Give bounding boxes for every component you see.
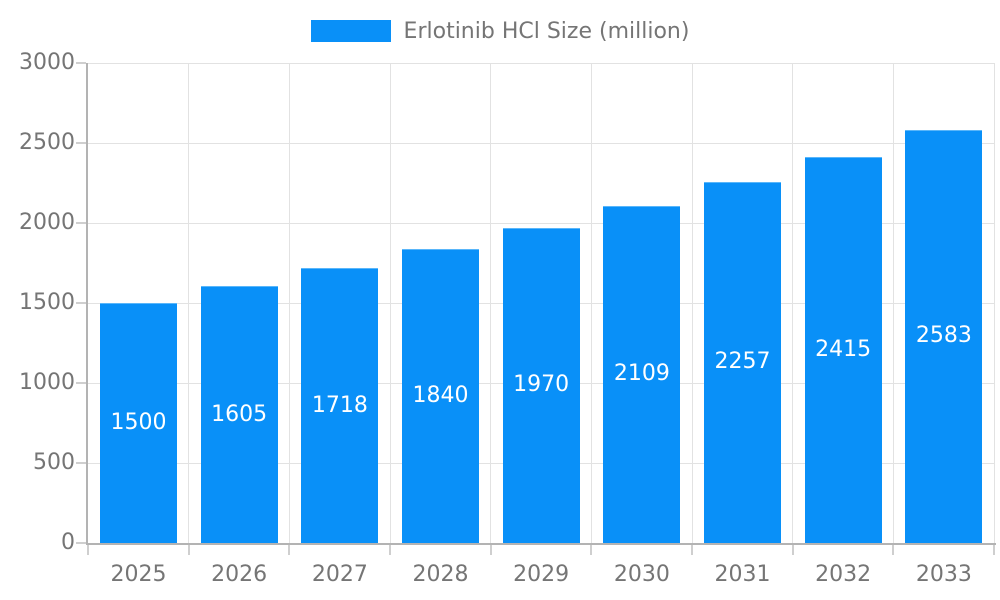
x-gridline	[691, 63, 693, 543]
y-gridline	[88, 222, 994, 224]
x-axis-label: 2030	[613, 562, 670, 587]
bar[interactable]	[401, 248, 479, 543]
x-axis-tick	[590, 545, 593, 555]
y-axis-tick	[76, 142, 86, 144]
bar-value-label: 2257	[714, 349, 771, 375]
bar[interactable]	[703, 181, 781, 543]
y-axis-label: 3000	[19, 50, 75, 75]
x-gridline	[188, 63, 190, 543]
x-axis-label: 2028	[412, 562, 469, 587]
y-axis-tick	[76, 62, 86, 64]
y-gridline	[88, 62, 994, 64]
x-axis-label: 2032	[815, 562, 872, 587]
x-gridline	[490, 63, 492, 543]
y-axis-line	[86, 63, 88, 545]
y-axis-label: 2500	[19, 130, 75, 155]
x-axis-tick	[187, 545, 190, 555]
bar[interactable]	[502, 227, 580, 543]
y-axis-label: 1000	[19, 370, 75, 395]
x-axis-label: 2027	[311, 562, 368, 587]
x-axis-label: 2026	[211, 562, 268, 587]
y-axis-label: 2000	[19, 210, 75, 235]
x-gridline	[288, 63, 290, 543]
x-axis-label: 2031	[714, 562, 771, 587]
legend-swatch-icon	[310, 20, 391, 42]
bar[interactable]	[603, 205, 681, 543]
y-axis-tick	[76, 302, 86, 304]
x-axis-label: 2025	[110, 562, 167, 587]
bar-value-label: 2583	[915, 323, 972, 349]
y-axis-tick	[76, 462, 86, 464]
bar-value-label: 1718	[311, 392, 368, 418]
x-gridline	[590, 63, 592, 543]
x-axis-label: 2029	[513, 562, 570, 587]
y-axis-label: 0	[61, 530, 75, 555]
x-axis-tick	[489, 545, 492, 555]
bar[interactable]	[200, 286, 278, 543]
x-axis-line	[86, 543, 996, 545]
y-axis-tick	[76, 382, 86, 384]
y-axis-label: 1500	[19, 290, 75, 315]
x-axis-tick	[892, 545, 895, 555]
x-axis-tick	[288, 545, 291, 555]
x-gridline	[993, 63, 995, 543]
x-axis-tick	[389, 545, 391, 555]
bar-value-label: 1605	[211, 401, 268, 427]
x-gridline	[892, 63, 894, 543]
x-axis-tick	[691, 545, 693, 555]
x-axis-tick	[87, 545, 89, 555]
bar-value-label: 1970	[513, 372, 570, 398]
y-axis-tick	[76, 542, 86, 544]
x-axis-label: 2033	[915, 562, 972, 587]
legend[interactable]: Erlotinib HCl Size (million)	[0, 18, 1000, 44]
legend-label: Erlotinib HCl Size (million)	[403, 18, 690, 44]
bar[interactable]	[905, 129, 983, 543]
bar-value-label: 2415	[815, 336, 872, 362]
x-gridline	[792, 63, 794, 543]
x-axis-tick	[993, 545, 995, 555]
bar[interactable]	[804, 156, 882, 543]
bar-value-label: 1500	[110, 410, 167, 435]
bar[interactable]	[99, 303, 177, 543]
x-axis-tick	[791, 545, 794, 555]
bar-value-label: 2109	[613, 361, 670, 387]
x-gridline	[389, 63, 391, 543]
y-axis-label: 500	[33, 450, 75, 475]
y-gridline	[88, 142, 994, 144]
bar-value-label: 1840	[412, 382, 469, 408]
bar[interactable]	[301, 268, 379, 543]
y-axis-tick	[76, 222, 86, 224]
